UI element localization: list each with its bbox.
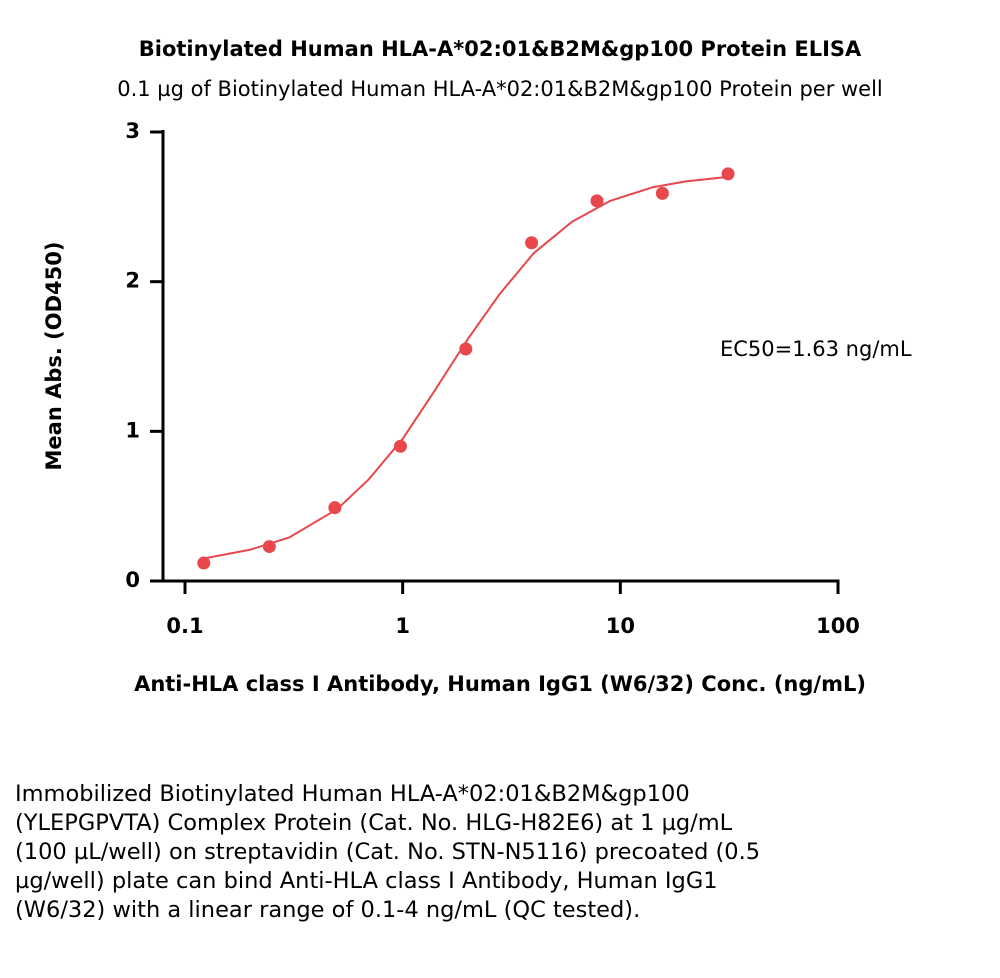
data-point bbox=[393, 439, 407, 453]
data-point bbox=[525, 236, 539, 250]
data-point bbox=[459, 342, 473, 356]
chart-subtitle: 0.1 µg of Biotinylated Human HLA-A*02:01… bbox=[117, 77, 883, 101]
data-point bbox=[590, 194, 604, 208]
annotation: EC50=1.63 ng/mL bbox=[720, 337, 912, 361]
x-tick-label: 100 bbox=[816, 614, 860, 638]
data-point bbox=[655, 186, 669, 200]
x-tick-label: 1 bbox=[395, 614, 410, 638]
data-point bbox=[197, 556, 211, 570]
x-tick-label: 10 bbox=[606, 614, 635, 638]
caption: Immobilized Biotinylated Human HLA-A*02:… bbox=[15, 781, 761, 923]
chart: Biotinylated Human HLA-A*02:01&B2M&gp100… bbox=[42, 37, 912, 696]
y-tick-label: 1 bbox=[125, 418, 140, 442]
y-tick-label: 0 bbox=[125, 568, 140, 592]
x-axis-label: Anti-HLA class I Antibody, Human IgG1 (W… bbox=[134, 672, 866, 696]
y-axis-label: Mean Abs. (OD450) bbox=[42, 242, 66, 471]
fit-curve bbox=[203, 175, 729, 560]
data-point bbox=[328, 501, 342, 515]
x-tick-label: 0.1 bbox=[166, 614, 203, 638]
data-point bbox=[721, 167, 735, 181]
data-point bbox=[262, 540, 276, 554]
y-tick-label: 3 bbox=[125, 119, 140, 143]
y-tick-label: 2 bbox=[125, 269, 140, 293]
chart-title: Biotinylated Human HLA-A*02:01&B2M&gp100… bbox=[139, 37, 862, 61]
